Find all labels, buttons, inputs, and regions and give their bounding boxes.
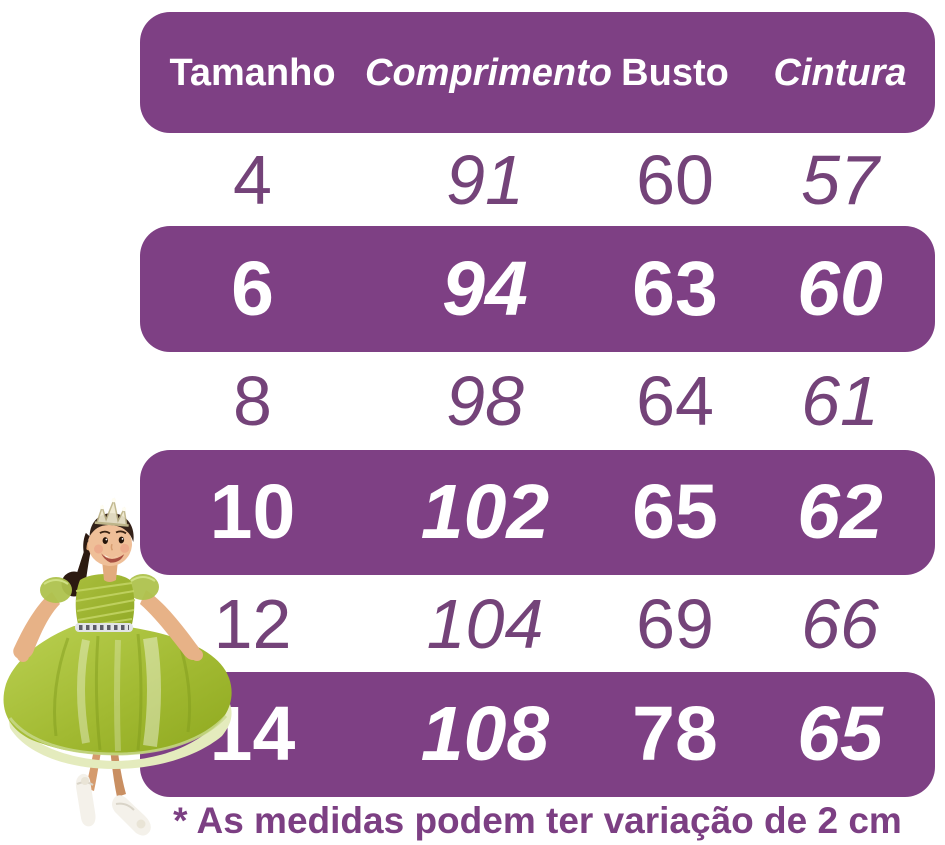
cell-cintura-row0: 57 <box>801 140 879 219</box>
measurement-variation-note: * As medidas podem ter variação de 2 cm <box>173 800 902 841</box>
dress-bodice <box>75 574 135 628</box>
column-header-comprimento: Comprimento <box>365 51 612 94</box>
cell-cintura-row5: 65 <box>797 691 883 777</box>
hand <box>191 649 203 661</box>
cell-busto-row5: 78 <box>632 691 718 777</box>
cell-busto-row2: 64 <box>636 362 714 440</box>
cell-tamanho-row1: 6 <box>231 245 274 332</box>
cell-comprimento-row2: 98 <box>446 362 524 440</box>
table-row-size-6: 6 94 63 60 <box>140 226 935 352</box>
cell-comprimento-row3: 102 <box>420 469 550 555</box>
girl-in-green-dress-photo <box>3 497 232 836</box>
hand <box>17 650 29 662</box>
shoe <box>75 773 96 827</box>
cell-cintura-row1: 60 <box>797 245 883 332</box>
table-row-size-4: 4 91 60 57 <box>140 133 935 226</box>
cell-busto-row3: 65 <box>632 469 718 555</box>
nose <box>110 543 114 551</box>
cell-cintura-row3: 62 <box>797 469 883 555</box>
cell-comprimento-row4: 104 <box>426 584 544 663</box>
smile <box>101 553 125 563</box>
table-row-size-12: 12 104 69 66 <box>140 575 935 672</box>
arm <box>13 592 60 660</box>
table-row-size-8: 8 98 64 61 <box>140 352 935 450</box>
cell-tamanho-row0: 4 <box>233 140 272 219</box>
shoe <box>112 795 151 836</box>
tiara <box>94 497 129 527</box>
cell-busto-row4: 69 <box>636 584 714 663</box>
eyes <box>102 536 125 544</box>
cell-cintura-row4: 66 <box>801 584 879 663</box>
table-header-row: Tamanho Comprimento Busto Cintura <box>140 12 935 133</box>
column-header-tamanho: Tamanho <box>169 51 336 94</box>
cell-comprimento-row0: 91 <box>446 140 524 219</box>
cell-comprimento-row5: 108 <box>420 691 550 777</box>
cell-tamanho-row3: 10 <box>209 469 296 555</box>
arm <box>140 590 201 661</box>
column-header-cintura: Cintura <box>773 51 907 94</box>
underskirt-hem <box>6 703 232 769</box>
puff-sleeve <box>127 574 159 600</box>
table-row-size-10: 10 102 65 62 <box>140 450 935 575</box>
dress-belt <box>75 623 133 632</box>
column-header-busto: Busto <box>621 51 729 94</box>
cell-comprimento-row1: 94 <box>442 245 528 332</box>
cell-tamanho-row4: 12 <box>213 584 292 663</box>
dress-skirt <box>3 626 232 755</box>
cell-cintura-row2: 61 <box>801 362 879 440</box>
cell-busto-row1: 63 <box>632 245 718 332</box>
table-row-size-14: 14 108 78 65 <box>140 672 935 797</box>
face <box>83 497 134 566</box>
puff-sleeve <box>40 577 72 603</box>
cell-busto-row0: 60 <box>636 140 714 219</box>
cell-tamanho-row2: 8 <box>233 362 272 440</box>
eyebrows <box>99 530 127 535</box>
